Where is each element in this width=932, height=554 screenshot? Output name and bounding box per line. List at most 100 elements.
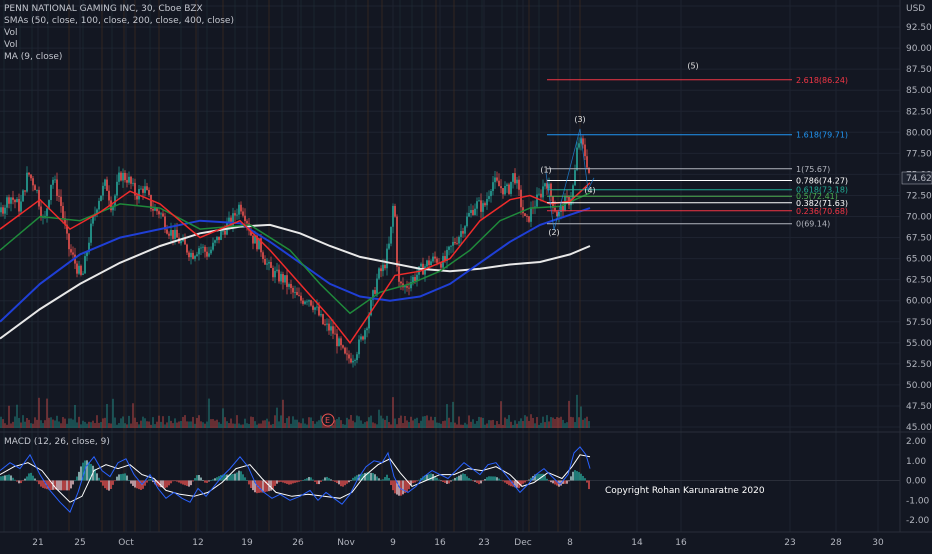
wave-label: (4): [584, 186, 595, 195]
volume-bar: [446, 404, 448, 428]
macd-histogram-bar: [496, 477, 498, 481]
macd-axis[interactable]: 2.00 1.00 0.00 -1.00 -2.00: [906, 437, 930, 526]
legend-vol-2[interactable]: Vol: [4, 40, 18, 50]
volume-bar: [28, 419, 30, 428]
price-axis-tick: 85.00: [906, 86, 932, 96]
macd-histogram-bar: [232, 473, 234, 481]
volume-bar: [344, 424, 346, 428]
volume-bar: [366, 421, 368, 428]
volume-bar: [58, 421, 60, 428]
candle-body: [536, 194, 538, 207]
candle-body: [202, 246, 204, 248]
macd-histogram-bar: [292, 480, 294, 484]
candle-body: [420, 263, 422, 267]
symbol-title[interactable]: PENN NATIONAL GAMING INC, 30, Cboe BZX: [4, 4, 203, 14]
volume-bar: [482, 417, 484, 428]
volume-bar: [518, 421, 520, 428]
fib-layer[interactable]: 2.618(86.24) 1.618(79.71) 1(75.67) 0.786(74…: [547, 76, 848, 229]
volume-bar: [164, 424, 166, 428]
candle-body: [26, 172, 28, 192]
macd-histogram-bar: [376, 476, 378, 481]
candle-body: [280, 274, 282, 282]
volume-bar: [196, 417, 198, 428]
macd-histogram-bar: [426, 474, 428, 481]
price-axis-tick: 70.00: [906, 213, 932, 223]
price-axis-tick: 92.50: [906, 23, 932, 33]
macd-histogram-bar: [518, 480, 520, 489]
candle-body: [496, 177, 498, 181]
macd-histogram-bar: [334, 480, 336, 482]
macd-histogram-bar: [56, 480, 58, 490]
macd-histogram-bar: [64, 480, 66, 491]
volume-bar: [386, 415, 388, 428]
volume-bar: [546, 415, 548, 428]
volume-bar: [152, 417, 154, 428]
volume-bar: [26, 418, 28, 428]
candle-body: [396, 216, 398, 267]
candle-body: [134, 182, 136, 196]
volume-bar: [270, 424, 272, 428]
macd-histogram-bar: [452, 479, 454, 481]
volume-bar: [584, 418, 586, 428]
volume-bar: [154, 424, 156, 428]
macd-histogram-bar: [208, 480, 210, 482]
candle-body: [16, 198, 18, 203]
volume-bar: [582, 419, 584, 428]
volume-bar: [134, 417, 136, 428]
volume-bar: [396, 424, 398, 428]
candle-body: [310, 300, 312, 306]
volume-bar: [586, 416, 588, 428]
volume-bar: [76, 422, 78, 428]
candle-body: [480, 200, 482, 212]
volume-bar: [554, 418, 556, 428]
volume-bar: [504, 417, 506, 428]
candle-body: [452, 241, 454, 246]
volume-bar: [172, 423, 174, 428]
earnings-marker-icon[interactable]: [321, 413, 335, 427]
volume-bar: [352, 420, 354, 428]
candle-body: [98, 200, 100, 210]
macd-histogram-bar: [182, 480, 184, 485]
time-axis-tick: 23: [478, 538, 489, 548]
time-axis[interactable]: 21 25 Oct 12 19 26 Nov 9 16 23 Dec 8 14 16 23 28 30: [32, 538, 884, 548]
volume-bar: [120, 418, 122, 428]
macd-histogram-bar: [204, 480, 206, 483]
candle-body: [572, 185, 574, 199]
candle-body: [198, 248, 200, 255]
candle-body: [210, 249, 212, 254]
volume-bar: [238, 423, 240, 428]
volume-bar: [224, 417, 226, 428]
macd-histogram-bar: [474, 480, 476, 482]
time-axis-tick: 12: [192, 538, 203, 548]
time-axis-tick: 28: [830, 538, 842, 548]
macd-histogram-bar: [146, 480, 148, 483]
candle-body: [18, 198, 20, 212]
volume-bar: [46, 398, 48, 428]
candle-body: [434, 256, 436, 259]
macd-histogram-bar: [442, 480, 444, 482]
candle-body: [560, 206, 562, 212]
macd-histogram-bar: [38, 480, 40, 485]
macd-histogram-bar: [18, 480, 20, 484]
legend-vol-1[interactable]: Vol: [4, 28, 18, 38]
legend-ma[interactable]: MA (9, close): [4, 52, 63, 62]
time-axis-tick: 26: [292, 538, 304, 548]
candle-body: [340, 338, 342, 346]
macd-histogram-bar: [440, 480, 442, 482]
candle-body: [228, 217, 230, 224]
macd-histogram-bar: [310, 477, 312, 481]
indicator-legend[interactable]: PENN NATIONAL GAMING INC, 30, Cboe BZX S…: [4, 3, 234, 63]
volume-bar: [506, 418, 508, 428]
volume-bar: [22, 415, 24, 428]
candle-body: [152, 208, 154, 211]
legend-sma[interactable]: SMAs (50, close, 100, close, 200, close,…: [4, 16, 234, 26]
candle-body: [492, 182, 494, 191]
macd-title: MACD (12, 26, close, 9): [4, 437, 110, 447]
time-axis-tick: 8: [567, 538, 573, 548]
macd-histogram-bar: [28, 473, 30, 481]
macd-histogram-bar: [388, 478, 390, 481]
macd-histogram-bar: [456, 476, 458, 481]
macd-histogram-bar: [170, 480, 172, 484]
volume-bar: [78, 416, 80, 428]
candle-body: [296, 292, 298, 296]
